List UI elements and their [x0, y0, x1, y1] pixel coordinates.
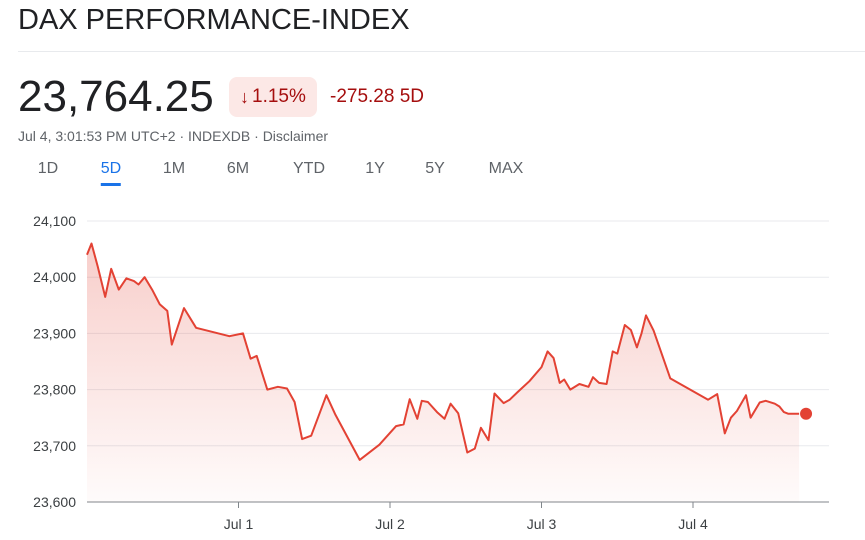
change-percent-badge: ↓ 1.15%: [229, 77, 317, 117]
tab-1m[interactable]: 1M: [162, 160, 186, 177]
x-tick-label: Jul 4: [678, 516, 708, 532]
y-tick-label: 23,600: [33, 494, 76, 510]
change-absolute: -275.28: [330, 86, 395, 107]
price-chart[interactable]: 24,100 24,000 23,900 23,800 23,700 23,600 Jul…: [0, 200, 865, 540]
tab-5d[interactable]: 5D: [100, 160, 122, 186]
change-period: 5D: [399, 86, 425, 107]
series-layer: [86, 242, 813, 502]
x-tick-label: Jul 2: [375, 516, 405, 532]
header-divider: [18, 51, 865, 52]
y-tick-label: 23,700: [33, 438, 76, 454]
change-absolute-block: -275.28 5D: [330, 86, 424, 108]
series-area: [87, 243, 800, 502]
page-title: DAX PERFORMANCE-INDEX: [18, 4, 410, 36]
tab-5y[interactable]: 5Y: [425, 160, 445, 177]
tab-ytd[interactable]: YTD: [293, 160, 325, 177]
tab-1d[interactable]: 1D: [37, 160, 59, 177]
tab-1y[interactable]: 1Y: [365, 160, 385, 177]
y-tick-label: 23,800: [33, 382, 76, 398]
current-price: 23,764.25: [18, 72, 214, 121]
y-tick-label: 24,000: [33, 269, 76, 285]
arrow-down-icon: ↓: [240, 86, 249, 107]
x-tick-label: Jul 1: [224, 516, 254, 532]
series-line: [86, 242, 800, 461]
quote-meta: Jul 4, 3:01:53 PM UTC+2 · INDEXDB · Disc…: [18, 128, 329, 144]
last-price-dot: [800, 407, 813, 420]
tab-max[interactable]: MAX: [488, 160, 524, 177]
y-tick-label: 23,900: [33, 325, 76, 341]
y-tick-label: 24,100: [33, 213, 76, 229]
change-percent: 1.15%: [252, 86, 306, 107]
range-tabs: 1D 5D 1M 6M YTD 1Y 5Y MAX: [0, 160, 560, 190]
tab-6m[interactable]: 6M: [226, 160, 250, 177]
y-axis-labels: 24,100 24,000 23,900 23,800 23,700 23,600: [33, 213, 76, 510]
x-axis: Jul 1 Jul 2 Jul 3 Jul 4: [87, 501, 829, 532]
x-tick-label: Jul 3: [527, 516, 557, 532]
